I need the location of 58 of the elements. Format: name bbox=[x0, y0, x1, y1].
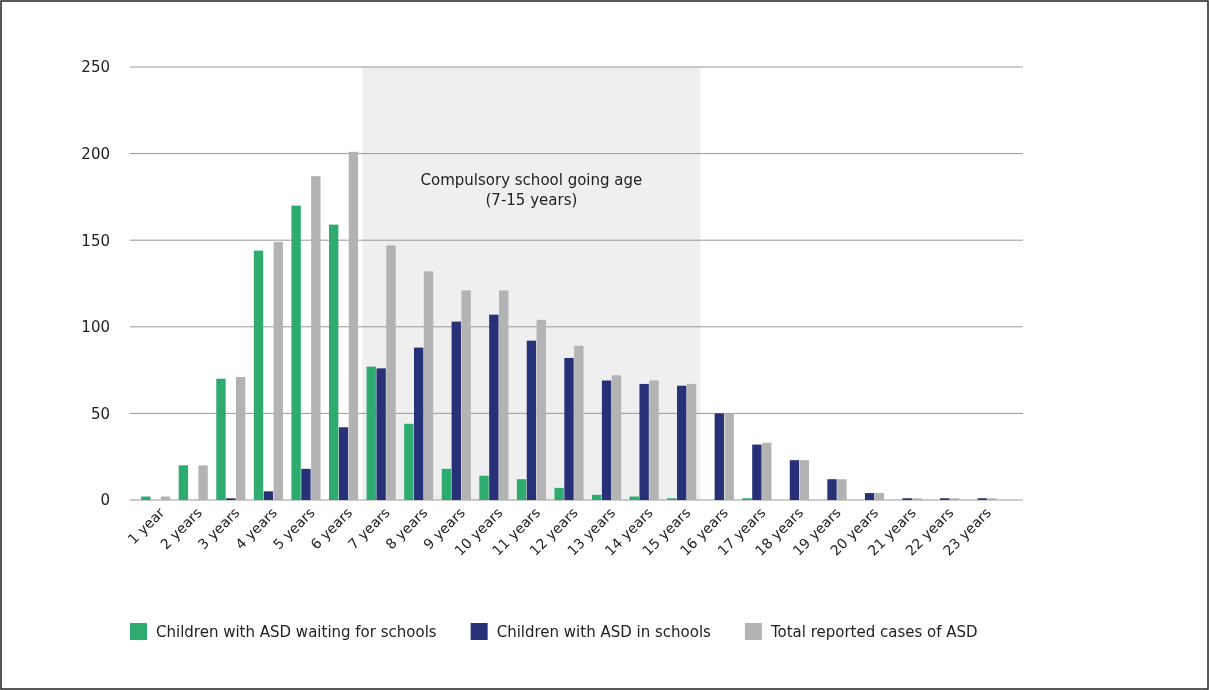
legend-label: Children with ASD waiting for schools bbox=[156, 623, 437, 641]
bar bbox=[441, 468, 452, 500]
y-tick-label: 50 bbox=[90, 404, 110, 423]
bar bbox=[273, 241, 283, 500]
bar bbox=[554, 487, 564, 500]
bar bbox=[291, 205, 301, 500]
bar bbox=[348, 151, 359, 500]
bar bbox=[762, 442, 772, 500]
bar bbox=[366, 366, 376, 500]
bar bbox=[178, 465, 189, 500]
bar bbox=[198, 465, 208, 500]
bar bbox=[253, 250, 264, 500]
bar bbox=[404, 423, 414, 500]
bar bbox=[714, 413, 724, 500]
bar bbox=[461, 290, 471, 500]
bar bbox=[311, 176, 321, 500]
bar bbox=[752, 444, 762, 500]
band-label: Compulsory school going age (7-15 years) bbox=[420, 171, 643, 209]
bar bbox=[301, 468, 311, 500]
bar bbox=[235, 377, 246, 500]
bar bbox=[639, 383, 649, 500]
bar bbox=[611, 375, 622, 500]
bar bbox=[386, 245, 396, 500]
bar bbox=[536, 319, 546, 500]
bar bbox=[423, 271, 434, 500]
bar bbox=[677, 385, 687, 500]
y-tick-label: 100 bbox=[81, 318, 110, 337]
bar bbox=[724, 413, 734, 500]
bar bbox=[649, 380, 659, 500]
bar bbox=[526, 340, 537, 500]
legend-label: Total reported cases of ASD bbox=[769, 623, 978, 641]
bar bbox=[874, 493, 885, 500]
y-tick-label: 250 bbox=[81, 58, 110, 77]
y-tick-label: 150 bbox=[81, 231, 110, 250]
bar bbox=[789, 460, 800, 500]
y-tick-label: 200 bbox=[81, 144, 110, 163]
bar bbox=[864, 493, 875, 500]
bar bbox=[574, 345, 584, 500]
bar bbox=[564, 357, 574, 500]
bar bbox=[414, 347, 424, 500]
legend-label: Children with ASD in schools bbox=[496, 623, 712, 641]
bar bbox=[479, 475, 489, 500]
bar bbox=[338, 427, 349, 500]
bar bbox=[837, 479, 847, 500]
bar bbox=[451, 321, 461, 500]
bar bbox=[216, 378, 226, 500]
y-tick-label: 0 bbox=[100, 491, 110, 510]
bar bbox=[499, 290, 509, 500]
bar bbox=[329, 224, 339, 500]
bar bbox=[263, 491, 274, 500]
bar bbox=[827, 479, 837, 500]
bar bbox=[376, 368, 386, 500]
bar bbox=[592, 494, 602, 500]
bar bbox=[601, 380, 612, 500]
bar bbox=[799, 460, 809, 500]
bar bbox=[489, 314, 499, 500]
bar bbox=[686, 383, 697, 500]
bar bbox=[516, 479, 527, 500]
